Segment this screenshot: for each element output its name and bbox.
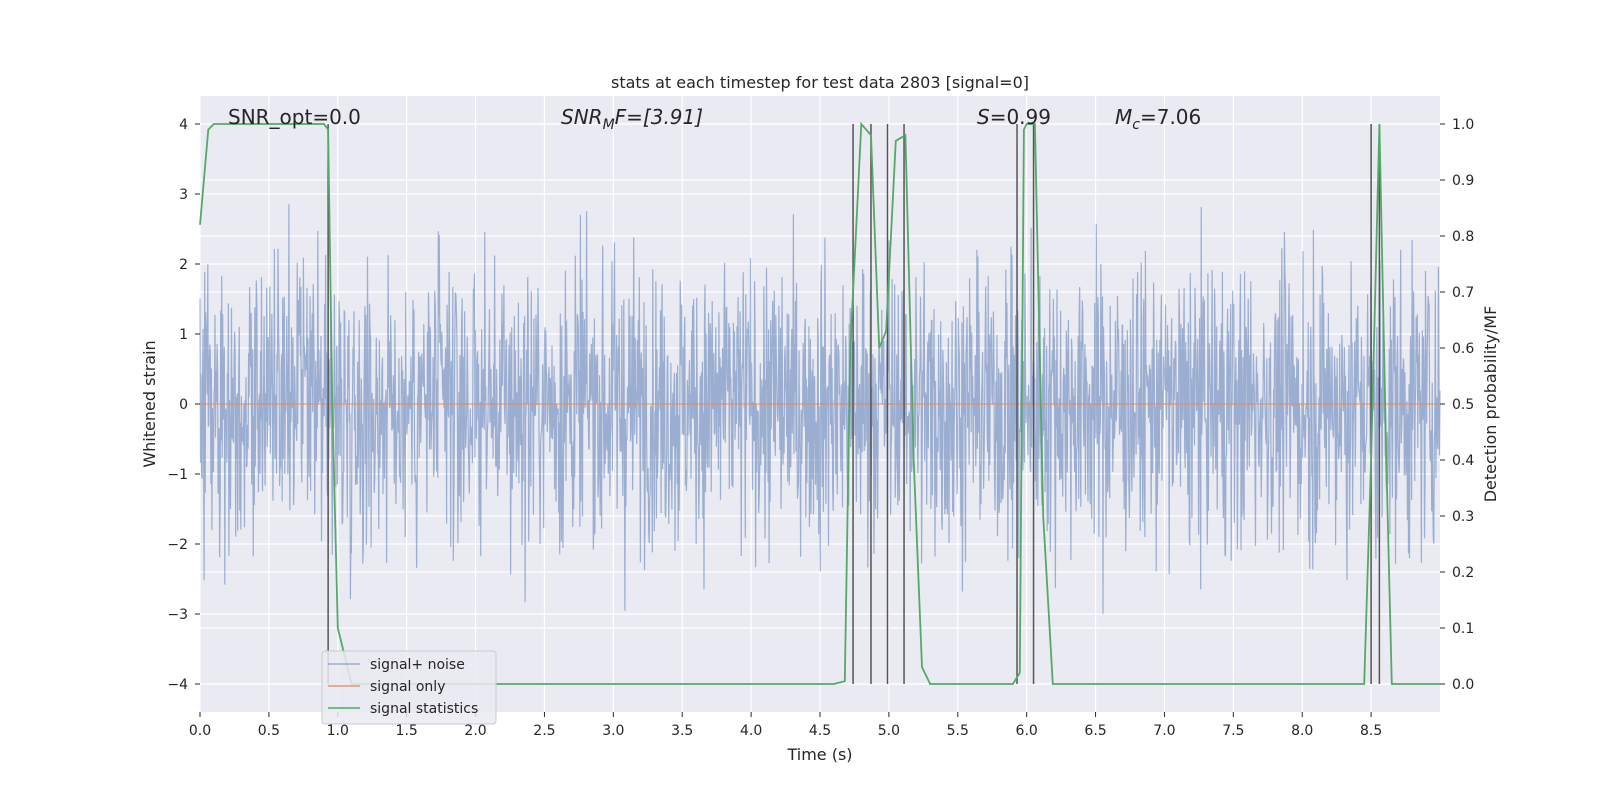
annotation-s-rest: =0.99 (990, 105, 1051, 129)
y-right-tick-label-9: 0.9 (1452, 173, 1474, 189)
legend-label-signal-only: signal only (370, 679, 445, 695)
series-signal-statistics (199, 121, 1440, 685)
x-tick-label-13: 6.5 (1084, 723, 1106, 739)
x-tick-label-7: 3.5 (671, 723, 693, 739)
x-tick-label-11: 5.5 (947, 723, 969, 739)
x-tick-label-14: 7.0 (1153, 723, 1175, 739)
y-right-tick-label-0: 0.0 (1452, 677, 1474, 693)
x-axis-label: Time (s) (786, 745, 852, 764)
annotation-s-italic: S (977, 105, 990, 129)
x-tick-label-5: 2.5 (533, 723, 555, 739)
y-right-tick-label-7: 0.7 (1452, 285, 1474, 301)
annotation-snr-mf-italic: SNR (561, 105, 603, 129)
x-tick-label-3: 1.5 (396, 723, 418, 739)
y-left-tick-label-0: −4 (167, 677, 188, 693)
x-tick-label-6: 3.0 (602, 723, 624, 739)
y-left-tick-label-1: −3 (167, 607, 188, 623)
x-tick-label-4: 2.0 (464, 723, 486, 739)
y-left-tick-label-3: −1 (167, 467, 188, 483)
x-tick-label-2: 1.0 (327, 723, 349, 739)
x-ticks: 0.0 0.5 1.0 1.5 2.0 2.5 3.0 3.5 4.0 4.5 5.0 5.5 6.0 6… (189, 712, 1382, 739)
y-right-tick-label-6: 0.6 (1452, 341, 1474, 357)
stats-line (199, 121, 1440, 685)
annotation-mc-sub: c (1132, 117, 1140, 133)
x-tick-label-8: 4.0 (740, 723, 762, 739)
legend: signal+ noise signal only signal statist… (321, 650, 497, 725)
x-tick-label-16: 8.0 (1291, 723, 1313, 739)
legend-label-signal-statistics: signal statistics (370, 701, 478, 717)
y-right-tick-label-5: 0.5 (1452, 397, 1474, 413)
y-left-tick-label-6: 2 (179, 257, 188, 273)
annotation-mc-italic: M (1115, 105, 1132, 129)
x-tick-label-17: 8.5 (1360, 723, 1382, 739)
noise-line (199, 204, 1441, 614)
annotation-mc: Mc=7.06 (1115, 105, 1201, 133)
y-left-tick-label-7: 3 (179, 187, 188, 203)
series-signal-noise (199, 204, 1441, 614)
y-left-tick-label-5: 1 (179, 327, 188, 343)
y-left-tick-label-2: −2 (167, 537, 188, 553)
y-left-axis-label: Whitened strain (140, 340, 159, 467)
y-left-tick-label-8: 4 (179, 117, 188, 133)
y-right-tick-label-10: 1.0 (1452, 117, 1474, 133)
x-tick-label-10: 5.0 (878, 723, 900, 739)
annotation-snr-opt: SNR_opt=0.0 (228, 105, 361, 129)
annotation-s: S=0.99 (977, 105, 1051, 129)
y-right-tick-label-4: 0.4 (1452, 453, 1474, 469)
y-right-axis-label: Detection probability/MF (1481, 306, 1500, 503)
y-right-tick-label-1: 0.1 (1452, 621, 1474, 637)
y-right-ticks: 0.0 0.1 0.2 0.3 0.4 0.5 0.6 0.7 0.8 0.9 1.0 (1440, 117, 1474, 693)
annotation-snr-mf-rest: F=[3.91] (615, 105, 703, 129)
vertical-markers (327, 124, 1381, 684)
annotation-snr-mf: SNRMF=[3.91] (561, 105, 703, 133)
x-tick-label-15: 7.5 (1222, 723, 1244, 739)
legend-box (321, 650, 497, 725)
chart-title: stats at each timestep for test data 280… (611, 73, 1029, 92)
x-tick-label-12: 6.0 (1016, 723, 1038, 739)
y-right-tick-label-3: 0.3 (1452, 509, 1474, 525)
x-tick-label-9: 4.5 (809, 723, 831, 739)
legend-label-signal-noise: signal+ noise (370, 657, 465, 673)
y-right-tick-label-2: 0.2 (1452, 565, 1474, 581)
annotation-snr-mf-sub: M (603, 117, 615, 133)
y-left-ticks: −4 −3 −2 −1 0 1 2 3 4 (167, 117, 200, 693)
x-tick-label-1: 0.5 (258, 723, 280, 739)
annotation-mc-rest: =7.06 (1140, 105, 1201, 129)
x-tick-label-0: 0.0 (189, 723, 211, 739)
y-left-tick-label-4: 0 (179, 397, 188, 413)
y-right-tick-label-8: 0.8 (1452, 229, 1474, 245)
